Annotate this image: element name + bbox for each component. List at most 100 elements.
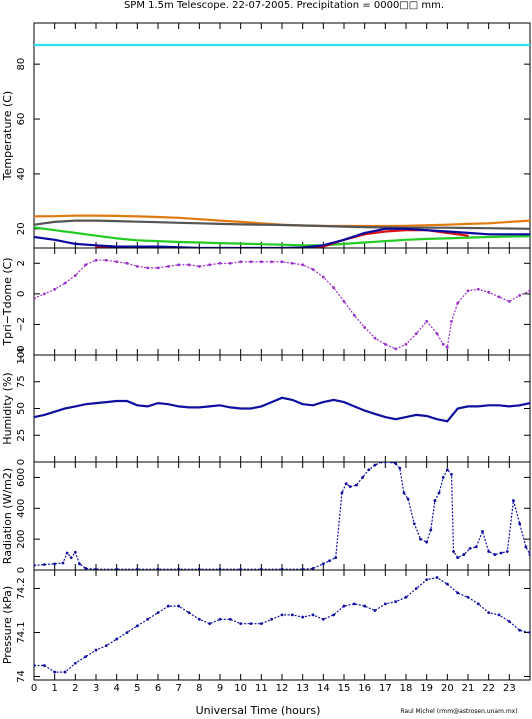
data-point: [34, 223, 35, 226]
data-point: [208, 405, 211, 408]
data-point: [115, 245, 118, 248]
x-tick-label: 13: [296, 683, 309, 694]
data-point: [280, 260, 284, 264]
data-point: [342, 604, 346, 608]
data-point: [394, 418, 397, 421]
data-point: [394, 462, 398, 465]
data-point: [63, 281, 67, 285]
series-0: [34, 462, 530, 570]
data-point: [197, 567, 201, 570]
data-point: [311, 613, 315, 617]
data-point: [259, 260, 263, 264]
data-point: [342, 300, 346, 303]
data-point: [363, 241, 366, 244]
data-point: [219, 242, 221, 244]
data-point: [259, 567, 263, 570]
data-point: [115, 220, 118, 223]
data-point: [446, 237, 449, 240]
data-point: [281, 243, 283, 246]
data-point: [136, 245, 139, 248]
data-point: [322, 225, 325, 227]
data-point: [405, 224, 407, 227]
data-point: [229, 406, 232, 409]
data-point: [425, 578, 429, 582]
data-point: [146, 405, 149, 408]
data-point: [446, 230, 449, 233]
data-point: [474, 545, 478, 549]
data-point: [104, 258, 108, 262]
data-point: [290, 261, 294, 265]
data-point: [508, 227, 511, 230]
data-point: [332, 286, 336, 290]
data-point: [384, 416, 387, 418]
data-point: [94, 648, 98, 652]
data-point: [239, 567, 243, 570]
data-point: [384, 240, 387, 243]
data-point: [135, 567, 139, 570]
data-point: [467, 222, 469, 225]
data-point: [352, 602, 356, 606]
data-point: [157, 402, 159, 405]
data-point: [69, 556, 73, 560]
data-point: [343, 238, 345, 241]
data-point: [425, 319, 429, 323]
data-point: [177, 604, 181, 608]
data-point: [177, 405, 180, 408]
data-point: [157, 221, 159, 224]
data-point: [94, 258, 98, 262]
data-point: [321, 562, 325, 566]
data-point: [398, 466, 402, 470]
data-point: [177, 221, 180, 224]
data-point: [425, 224, 428, 227]
data-point: [321, 617, 325, 621]
data-point: [53, 562, 57, 566]
data-point: [136, 220, 139, 223]
data-point: [467, 232, 469, 234]
x-tick-label: 9: [217, 683, 223, 694]
data-point: [456, 301, 460, 305]
y-tick-label: 25: [16, 429, 27, 442]
data-point: [404, 342, 408, 346]
data-point: [115, 567, 119, 570]
x-tick-label: 5: [134, 683, 140, 694]
data-point: [218, 261, 222, 265]
data-point: [487, 550, 491, 553]
data-point: [379, 462, 383, 464]
data-point: [441, 342, 445, 346]
data-point: [34, 416, 35, 418]
data-point: [528, 631, 530, 634]
data-point: [84, 263, 88, 267]
y-tick-label: 0: [16, 567, 27, 573]
data-point: [363, 409, 366, 412]
data-point: [394, 600, 398, 604]
data-point: [512, 499, 515, 502]
y-tick-label: 0: [16, 291, 27, 297]
x-tick-label: 17: [379, 683, 392, 694]
data-point: [412, 522, 416, 526]
data-point: [425, 229, 428, 232]
data-point: [446, 226, 449, 229]
data-point: [437, 491, 441, 495]
data-point: [65, 551, 69, 555]
data-point: [476, 287, 480, 291]
y-tick-label: 80: [16, 58, 27, 71]
data-point: [95, 244, 97, 247]
data-point: [301, 403, 304, 406]
y-tick-label: 50: [16, 402, 27, 415]
x-tick-label: 11: [255, 683, 268, 694]
data-point: [425, 540, 429, 544]
data-point: [146, 617, 150, 621]
data-point: [53, 229, 56, 232]
data-point: [405, 227, 407, 230]
data-point: [95, 219, 97, 222]
data-point: [508, 221, 511, 223]
data-point: [281, 224, 283, 226]
series-0: [34, 43, 530, 47]
data-point: [425, 415, 428, 417]
data-point: [353, 405, 356, 408]
data-point: [219, 404, 221, 407]
series-0: [34, 396, 530, 423]
data-point: [450, 472, 453, 476]
